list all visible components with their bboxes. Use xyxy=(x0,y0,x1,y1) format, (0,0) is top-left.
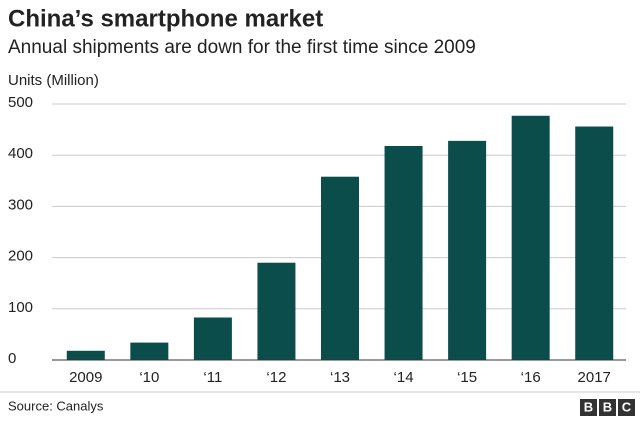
y-tick-label: 300 xyxy=(8,196,33,213)
bar xyxy=(448,140,487,360)
bar xyxy=(384,145,423,360)
x-tick-label: ‘10 xyxy=(139,369,159,386)
logo-box xyxy=(599,399,616,416)
x-tick-label: ‘16 xyxy=(521,369,541,386)
y-tick-label: 200 xyxy=(8,248,33,265)
logo-letter: B xyxy=(584,399,593,414)
y-tick-label: 400 xyxy=(8,145,33,162)
x-tick-label: ‘14 xyxy=(394,369,414,386)
y-tick-label: 500 xyxy=(8,94,33,111)
logo-letter: C xyxy=(622,399,632,414)
bar xyxy=(66,350,105,360)
chart-title: China’s smartphone market xyxy=(8,5,323,32)
logo-letter: B xyxy=(603,399,612,414)
bar xyxy=(321,176,359,360)
x-tick-label: 2017 xyxy=(578,369,611,386)
logo-box xyxy=(580,399,597,416)
chart-subtitle: Annual shipments are down for the first … xyxy=(8,37,476,58)
source: Source: Canalys xyxy=(8,398,104,413)
x-tick-label: ‘12 xyxy=(266,369,286,386)
x-tick-label: ‘13 xyxy=(330,369,350,386)
bar xyxy=(511,115,550,360)
x-tick-label: ‘11 xyxy=(203,369,222,386)
logo-box xyxy=(618,399,635,416)
x-tick-label: ‘15 xyxy=(457,369,477,386)
y-tick-label: 100 xyxy=(8,299,33,316)
bar xyxy=(193,317,232,360)
y-axis-label: Units (Million) xyxy=(8,72,99,89)
x-tick-label: 2009 xyxy=(69,369,102,386)
bar xyxy=(257,262,296,360)
bar xyxy=(575,126,614,360)
y-tick-label: 0 xyxy=(8,350,16,367)
bar xyxy=(130,342,169,360)
